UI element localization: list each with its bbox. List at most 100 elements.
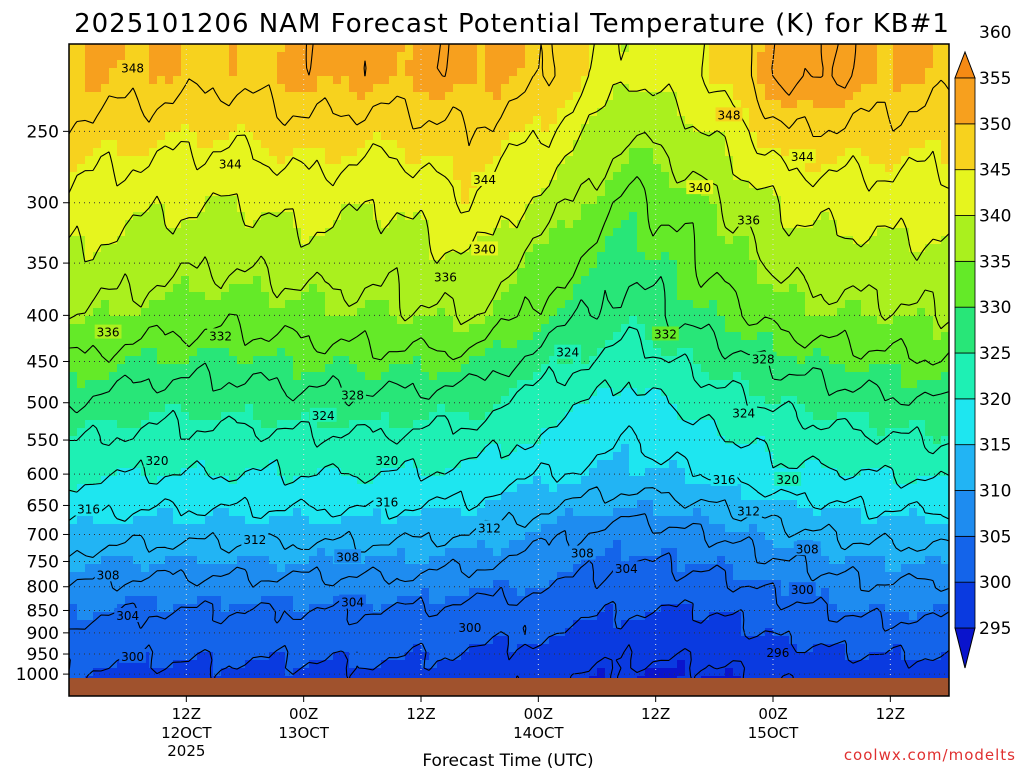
field-cell	[733, 204, 742, 213]
field-cell	[405, 172, 414, 181]
field-cell	[725, 364, 734, 373]
field-cell	[597, 188, 606, 197]
field-cell	[373, 300, 382, 309]
field-cell	[845, 108, 854, 117]
field-cell	[85, 44, 94, 53]
field-cell	[133, 404, 142, 413]
field-cell	[733, 332, 742, 341]
field-cell	[365, 372, 374, 381]
field-cell	[197, 396, 206, 405]
field-cell	[877, 220, 886, 229]
field-cell	[917, 180, 926, 189]
field-cell	[669, 188, 678, 197]
field-cell	[789, 220, 798, 229]
field-cell	[445, 260, 454, 269]
field-cell	[101, 236, 110, 245]
field-cell	[869, 356, 878, 365]
field-cell	[541, 180, 550, 189]
field-cell	[677, 292, 686, 301]
field-cell	[725, 372, 734, 381]
field-cell	[941, 380, 949, 389]
field-cell	[493, 284, 502, 293]
field-cell	[781, 396, 790, 405]
field-cell	[589, 292, 598, 301]
field-cell	[765, 108, 774, 117]
field-cell	[477, 52, 486, 61]
field-cell	[237, 60, 246, 69]
field-cell	[429, 404, 438, 413]
field-cell	[125, 228, 134, 237]
field-cell	[581, 388, 590, 397]
field-cell	[253, 396, 262, 405]
field-cell	[941, 220, 949, 229]
field-cell	[325, 324, 334, 333]
field-cell	[461, 340, 470, 349]
field-cell	[869, 324, 878, 333]
field-cell	[853, 340, 862, 349]
field-cell	[141, 332, 150, 341]
field-cell	[701, 108, 710, 117]
field-cell	[549, 348, 558, 357]
field-cell	[205, 196, 214, 205]
field-cell	[213, 196, 222, 205]
field-cell	[789, 204, 798, 213]
field-cell	[589, 52, 598, 61]
field-cell	[461, 252, 470, 261]
field-cell	[789, 188, 798, 197]
field-cell	[525, 244, 534, 253]
field-cell	[589, 124, 598, 133]
field-cell	[765, 164, 774, 173]
field-cell	[229, 84, 238, 93]
field-cell	[645, 316, 654, 325]
field-cell	[901, 236, 910, 245]
field-cell	[301, 108, 310, 117]
field-cell	[77, 276, 86, 285]
field-cell	[645, 68, 654, 77]
field-cell	[661, 268, 670, 277]
field-cell	[189, 212, 198, 221]
field-cell	[677, 276, 686, 285]
field-cell	[869, 292, 878, 301]
field-cell	[653, 212, 662, 221]
field-cell	[821, 188, 830, 197]
field-cell	[325, 108, 334, 117]
field-cell	[445, 220, 454, 229]
field-cell	[629, 172, 638, 181]
field-cell	[389, 140, 398, 149]
field-cell	[501, 268, 510, 277]
field-cell	[365, 148, 374, 157]
field-cell	[165, 188, 174, 197]
field-cell	[893, 196, 902, 205]
field-cell	[397, 396, 406, 405]
field-cell	[925, 124, 934, 133]
field-cell	[205, 324, 214, 333]
field-cell	[501, 92, 510, 101]
field-cell	[517, 324, 526, 333]
field-cell	[365, 212, 374, 221]
field-cell	[789, 108, 798, 117]
field-cell	[781, 236, 790, 245]
field-cell	[269, 396, 278, 405]
field-cell	[101, 356, 110, 365]
field-cell	[733, 228, 742, 237]
field-cell	[557, 260, 566, 269]
field-cell	[725, 52, 734, 61]
field-cell	[557, 364, 566, 373]
field-cell	[509, 164, 518, 173]
field-cell	[197, 164, 206, 173]
field-cell	[877, 52, 886, 61]
field-cell	[485, 372, 494, 381]
field-cell	[549, 108, 558, 117]
field-cell	[149, 404, 158, 413]
field-cell	[925, 172, 934, 181]
field-cell	[805, 84, 814, 93]
field-cell	[133, 140, 142, 149]
field-cell	[421, 180, 430, 189]
field-cell	[565, 340, 574, 349]
field-cell	[133, 324, 142, 333]
field-cell	[189, 76, 198, 85]
field-cell	[277, 372, 286, 381]
field-cell	[925, 252, 934, 261]
field-cell	[789, 340, 798, 349]
field-cell	[525, 260, 534, 269]
